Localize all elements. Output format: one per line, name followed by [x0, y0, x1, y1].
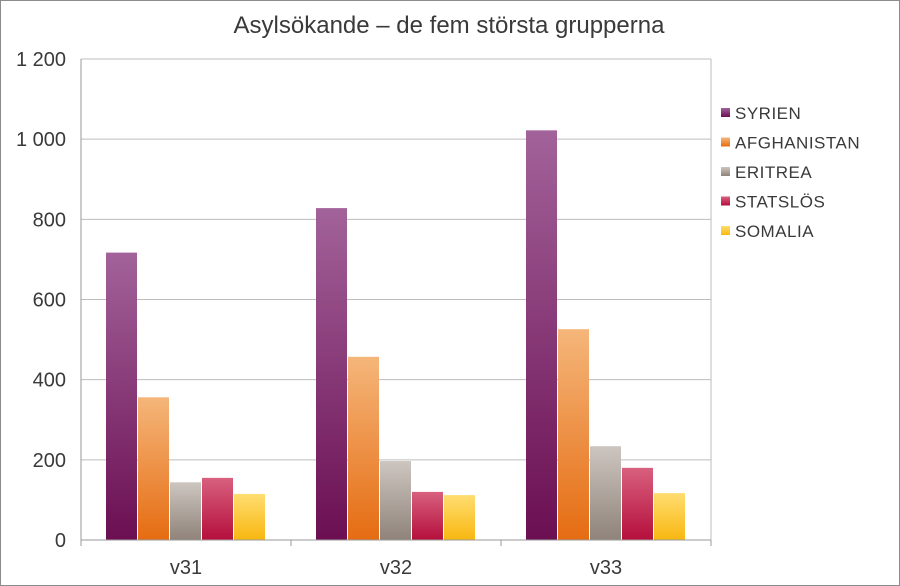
bar-afghanistan-v33	[558, 329, 589, 540]
legend-swatch	[721, 196, 730, 206]
bar-eritrea-v32	[380, 461, 411, 540]
y-tick-label: 200	[33, 450, 66, 472]
bar-statslös-v31	[202, 477, 233, 540]
bar-afghanistan-v31	[138, 397, 169, 540]
x-tick-label: v31	[170, 557, 202, 579]
legend-item: STATSLÖS	[721, 193, 825, 212]
y-tick-label: 800	[33, 209, 66, 231]
bar-syrien-v31	[106, 252, 137, 541]
legend-item: ERITREA	[721, 163, 812, 182]
legend-item: SYRIEN	[721, 104, 801, 123]
y-tick-label: 0	[55, 530, 66, 552]
bar-somalia-v33	[654, 493, 685, 540]
bar-afghanistan-v32	[348, 356, 379, 540]
y-tick-label: 1 000	[16, 129, 66, 151]
legend-swatch	[721, 167, 730, 176]
legend-item: SOMALIA	[721, 222, 814, 241]
x-tick-label: v32	[380, 557, 412, 579]
legend: SYRIEN AFGHANISTAN ERITREA STATSLÖS SOMALIA	[721, 104, 860, 241]
legend-swatch	[721, 137, 730, 147]
x-axis-tick-labels: v31 v32 v33	[170, 557, 622, 579]
legend-label: AFGHANISTAN	[735, 134, 860, 153]
bar-syrien-v33	[526, 130, 557, 540]
bar-eritrea-v33	[590, 446, 621, 540]
bar-somalia-v31	[234, 493, 265, 540]
legend-swatch	[721, 108, 730, 117]
bar-syrien-v32	[316, 208, 347, 541]
legend-item: AFGHANISTAN	[721, 134, 860, 153]
y-tick-label: 600	[33, 290, 66, 312]
legend-label: SOMALIA	[735, 222, 814, 241]
gridlines	[81, 58, 711, 541]
legend-label: SYRIEN	[735, 104, 801, 123]
bars	[106, 130, 685, 541]
y-tick-label: 1 200	[16, 49, 66, 71]
x-tick-label: v33	[590, 557, 622, 579]
y-axis-tick-labels: 0 200 400 600 800 1 000 1 200	[16, 49, 66, 552]
bar-eritrea-v31	[170, 482, 201, 540]
legend-label: ERITREA	[735, 163, 812, 182]
bar-statslös-v33	[622, 467, 653, 540]
chart-title: Asylsökande – de fem största grupperna	[234, 12, 666, 39]
legend-label: STATSLÖS	[735, 193, 825, 212]
bar-statslös-v32	[412, 491, 443, 540]
bar-somalia-v32	[444, 495, 475, 540]
y-tick-label: 400	[33, 370, 66, 392]
legend-swatch	[721, 226, 730, 235]
axes	[80, 59, 712, 546]
